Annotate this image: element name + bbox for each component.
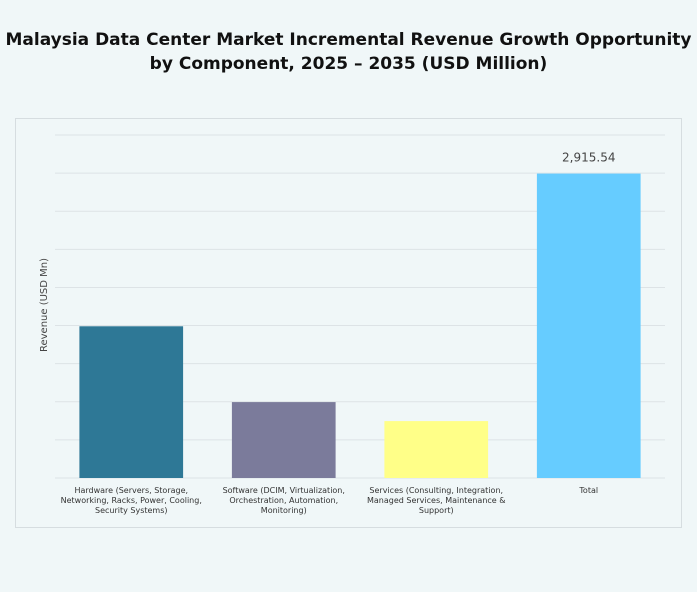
- data-label: 2,915.54: [562, 151, 615, 165]
- bar: [536, 173, 641, 479]
- x-tick-label: Total: [579, 486, 599, 495]
- bar: [79, 326, 184, 478]
- y-axis-label: Revenue (USD Mn): [39, 258, 50, 352]
- chart-frame: [15, 118, 682, 528]
- x-tick-label: Hardware (Servers, Storage, Networking, …: [60, 486, 202, 515]
- chart-title: Malaysia Data Center Market Incremental …: [5, 30, 692, 74]
- bar: [384, 421, 489, 478]
- x-tick-label: Services (Consulting, Integration, Manag…: [366, 486, 506, 515]
- x-tick-label: Software (DCIM, Virtualization, Orchestr…: [222, 486, 345, 515]
- bar: [231, 402, 336, 478]
